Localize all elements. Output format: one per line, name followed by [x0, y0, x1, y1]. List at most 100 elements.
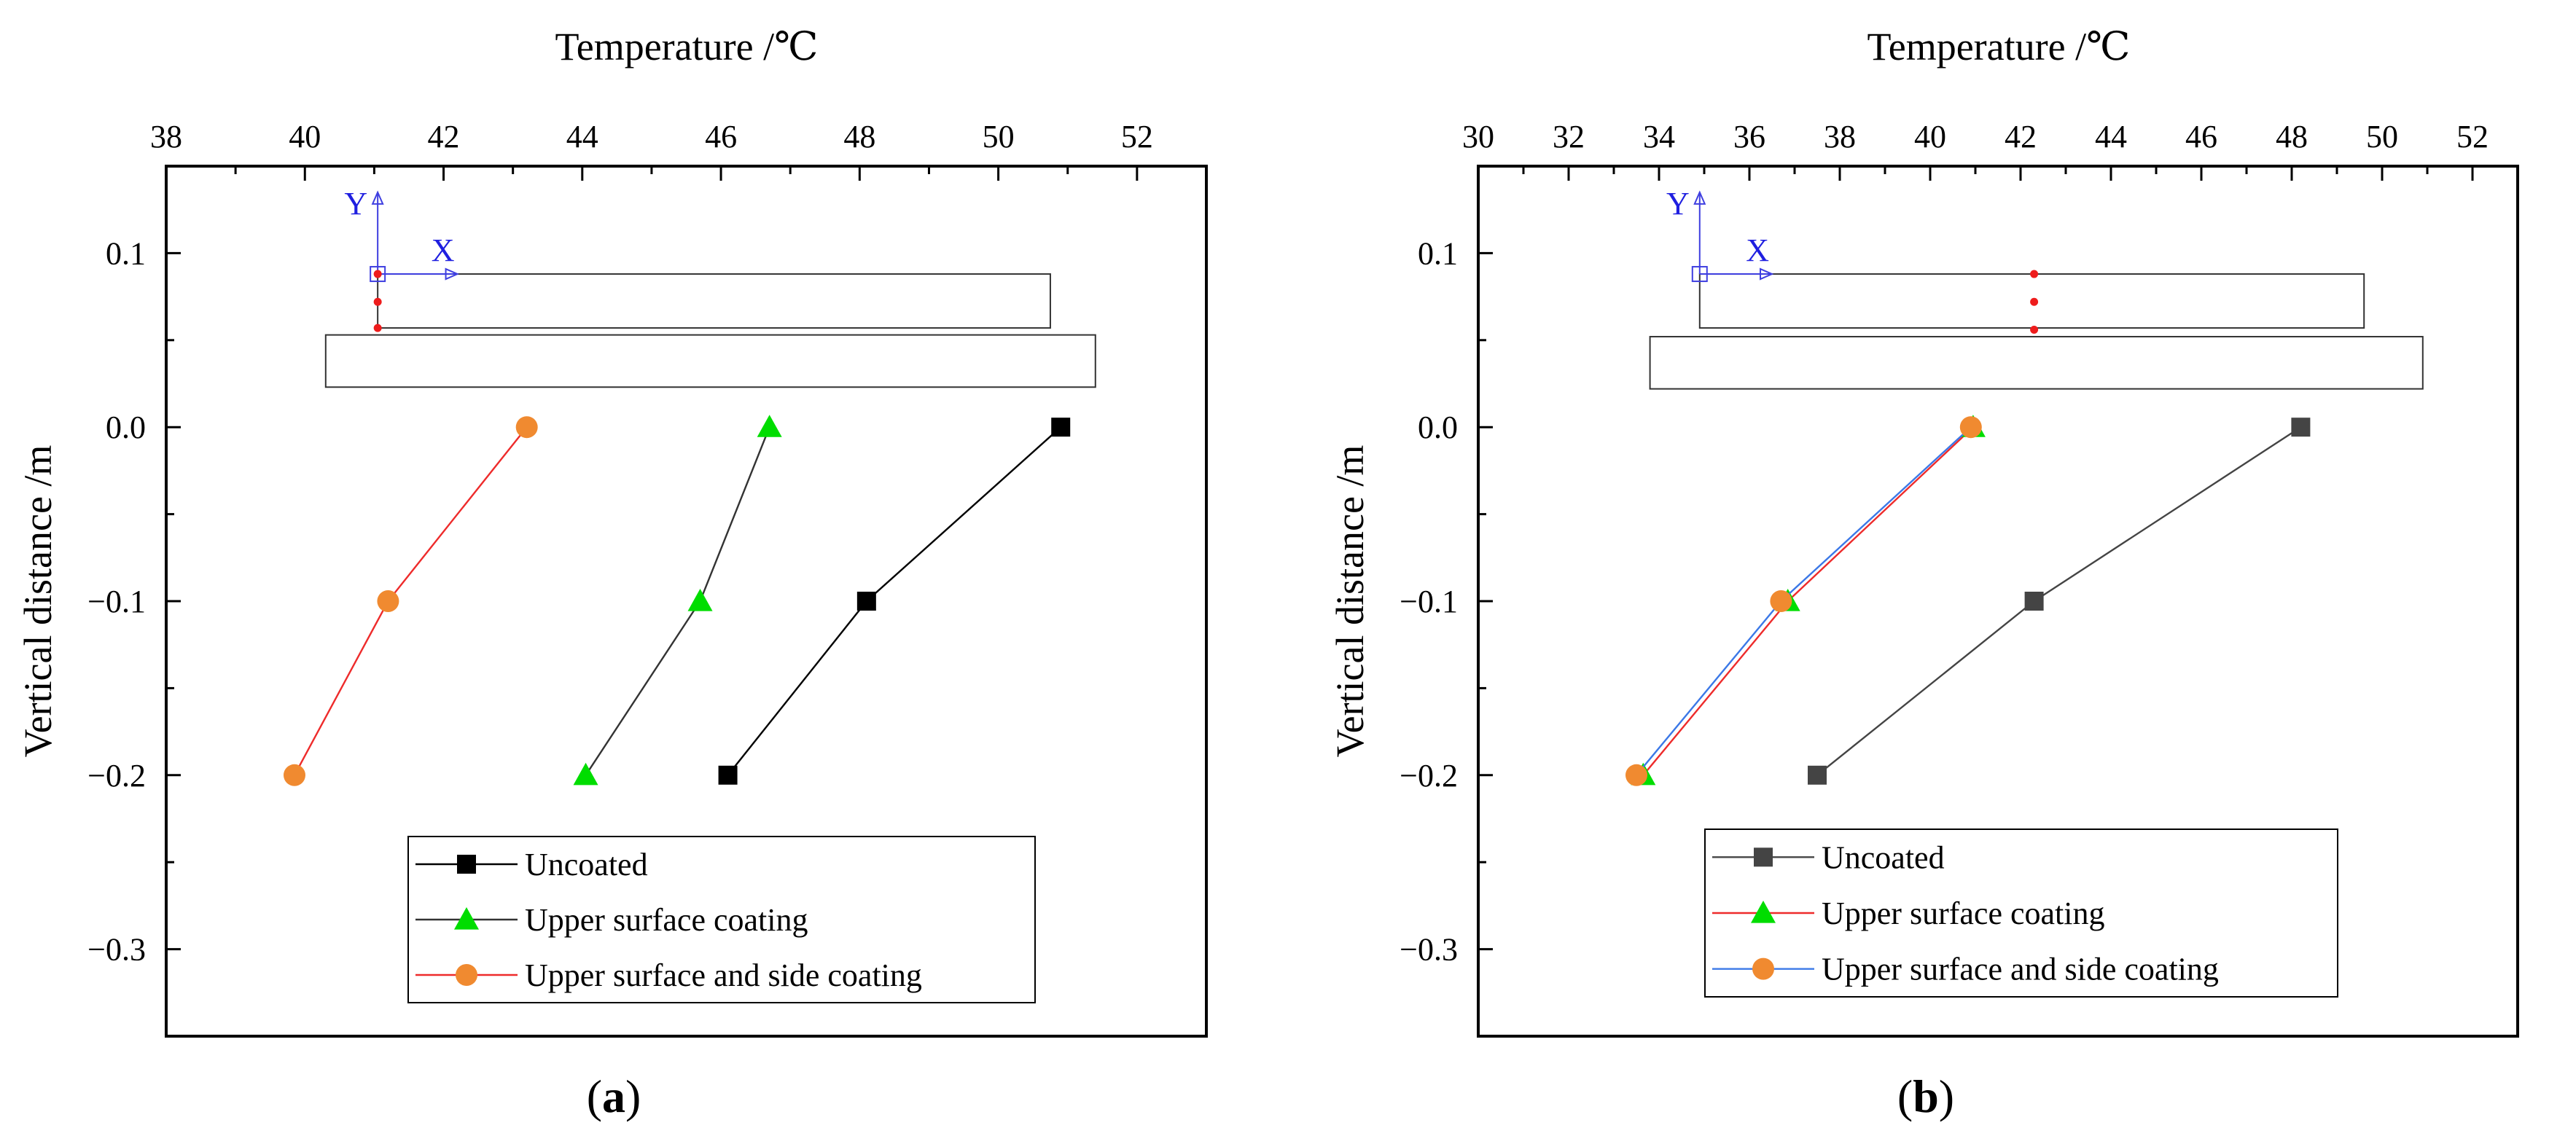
x-tick-label: 52 [2456, 119, 2489, 154]
x-tick-label: 46 [2185, 119, 2217, 154]
x-axis-title: Temperature /℃ [555, 25, 819, 68]
data-point [283, 764, 305, 786]
chart-panel-b: 30 32 34 36 38 40 42 44 46 48 50 52 0.1 0.0 −0.1 −0.2 −0… [1328, 25, 2519, 1122]
y-tick-label: −0.1 [1400, 584, 1458, 619]
lower-slab [324, 334, 1096, 388]
data-point [573, 762, 598, 786]
series-square [1808, 418, 2311, 785]
y-tick-label: −0.1 [87, 584, 146, 619]
data-point [2024, 592, 2044, 611]
y-coordinate-label: Y [1666, 186, 1690, 222]
series-line [1816, 426, 2302, 776]
x-tick-label: 44 [2095, 119, 2127, 154]
data-point [856, 592, 876, 611]
legend-marker [1751, 901, 1776, 923]
data-point [377, 590, 399, 612]
legend-label: Uncoated [525, 847, 648, 882]
y-tick-label: 0.0 [106, 410, 146, 445]
y-tick-label: −0.2 [87, 758, 146, 794]
beam-schematic-inset: XY [324, 186, 1096, 388]
x-tick-label: 38 [150, 119, 182, 154]
series-square [718, 418, 1071, 785]
data-point [1051, 418, 1071, 437]
x-coordinate-label: X [432, 232, 455, 268]
x-coordinate-label: X [1746, 232, 1769, 268]
legend: Uncoated Upper surface coating Upper surfa… [407, 836, 1036, 1003]
series-line [1642, 426, 1974, 776]
legend-label: Uncoated [1822, 839, 1945, 875]
x-tick-label: 50 [2366, 119, 2398, 154]
sensor-point [373, 324, 382, 332]
x-tick-label: 42 [428, 119, 460, 154]
y-axis-title: Vertical distance /m [16, 445, 60, 758]
series-triangle [573, 415, 782, 786]
legend: Uncoated Upper surface coating Upper surfa… [1704, 829, 2338, 998]
sensor-point [2030, 270, 2039, 278]
panel-label: (b) [1897, 1070, 1954, 1122]
origin-marker [1691, 266, 1708, 283]
y-coordinate-label: Y [344, 186, 367, 222]
legend-label: Upper surface and side coating [1822, 952, 2219, 987]
data-point [718, 765, 738, 785]
y-tick-label: −0.3 [87, 932, 146, 968]
x-arrowhead-icon [445, 267, 460, 281]
data-point [687, 589, 713, 611]
x-axis-title: Temperature /℃ [1867, 25, 2131, 68]
data-point [1808, 765, 1827, 785]
x-arrowhead-icon [1760, 267, 1774, 281]
x-tick-label: 46 [705, 119, 737, 154]
y-tick-label: 0.1 [1418, 235, 1458, 271]
y-tick-label: 0.0 [1418, 410, 1458, 445]
x-tick-label: 48 [843, 119, 875, 154]
data-point [2291, 418, 2311, 437]
series-circle [283, 416, 538, 786]
legend-label: Upper surface and side coating [525, 957, 922, 993]
series-line [293, 426, 528, 776]
x-tick-label: 48 [2276, 119, 2308, 154]
chart-panel-a: 38 40 42 44 46 48 50 52 0.1 0.0 −0.1 −0.2 −0.3 Temper… [16, 25, 1208, 1122]
sensor-point [2030, 325, 2039, 334]
legend-marker [1752, 957, 1774, 980]
x-tick-label: 40 [1914, 119, 1946, 154]
x-tick-label: 40 [289, 119, 321, 154]
x-tick-label: 44 [566, 119, 598, 154]
origin-marker [370, 266, 386, 283]
lower-slab [1649, 336, 2424, 390]
y-axis-title: Vertical distance /m [1328, 445, 1372, 758]
y-arrowhead-icon [371, 190, 384, 205]
x-tick-label: 34 [1643, 119, 1675, 154]
legend-marker [456, 964, 477, 986]
y-arrowhead-icon [1693, 190, 1706, 205]
y-tick-label: −0.3 [1400, 932, 1458, 968]
x-tick-label: 36 [1733, 119, 1765, 154]
legend-label: Upper surface coating [1822, 896, 2104, 931]
x-tick-label: 52 [1121, 119, 1153, 154]
x-tick-label: 42 [2005, 119, 2037, 154]
data-point [515, 416, 538, 439]
data-point [1959, 416, 1982, 439]
x-tick-label: 50 [983, 119, 1015, 154]
x-tick-label: 30 [1462, 119, 1494, 154]
legend-marker [457, 855, 476, 874]
sensor-point [373, 270, 382, 278]
panel-label: (a) [587, 1070, 641, 1122]
series-triangle [1631, 415, 1986, 786]
series-line [585, 426, 770, 776]
upper-slab [377, 273, 1051, 329]
y-tick-label: −0.2 [1400, 758, 1458, 794]
beam-schematic-inset: XY [1649, 186, 2424, 390]
data-point [757, 415, 782, 437]
legend-label: Upper surface coating [525, 902, 808, 938]
y-tick-label: 0.1 [106, 235, 146, 271]
legend-marker [1754, 847, 1773, 867]
sensor-point [373, 297, 382, 306]
series-line [727, 426, 1062, 776]
series-circle [1625, 416, 1982, 786]
data-point [1625, 764, 1647, 786]
x-tick-label: 38 [1824, 119, 1856, 154]
data-point [1770, 590, 1792, 612]
x-tick-label: 32 [1553, 119, 1585, 154]
legend-marker [454, 907, 479, 930]
sensor-point [2030, 297, 2039, 306]
